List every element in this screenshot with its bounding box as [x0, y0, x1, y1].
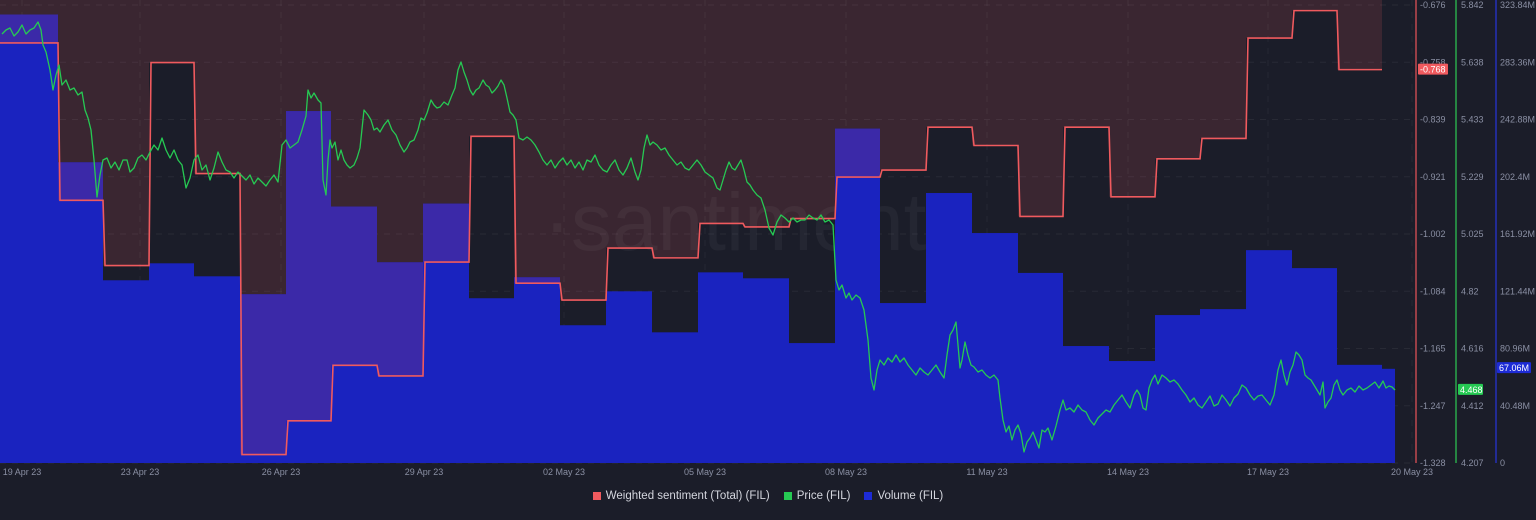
sentiment-step-line	[0, 9, 1382, 456]
price-swatch-icon	[783, 492, 792, 500]
svg-text:11 May 23: 11 May 23	[966, 467, 1007, 477]
svg-text:4.616: 4.616	[1461, 344, 1484, 354]
svg-text:-0.676: -0.676	[1420, 0, 1446, 10]
svg-text:161.92M: 161.92M	[1500, 229, 1535, 239]
svg-text:19 Apr 23: 19 Apr 23	[3, 467, 42, 477]
svg-text:-1.247: -1.247	[1420, 401, 1446, 411]
svg-text:5.842: 5.842	[1461, 0, 1484, 10]
svg-text:17 May 23: 17 May 23	[1247, 467, 1289, 477]
svg-text:4.412: 4.412	[1461, 401, 1484, 411]
svg-text:14 May 23: 14 May 23	[1107, 467, 1149, 477]
x-axis: 19 Apr 23 23 Apr 23 26 Apr 23 29 Apr 23 02 M…	[3, 467, 1433, 477]
chart-legend: Weighted sentiment (Total) (FIL) Price (…	[0, 490, 1536, 502]
svg-text:-1.165: -1.165	[1420, 344, 1446, 354]
svg-text:67.06M: 67.06M	[1499, 363, 1529, 373]
svg-text:-1.328: -1.328	[1420, 458, 1446, 468]
y-axes: -0.676 -0.758 -0.839 -0.921 -1.002 -1.084 -1.1…	[1413, 0, 1536, 470]
svg-text:08 May 23: 08 May 23	[825, 467, 867, 477]
current-value-badges: -0.768 4.468 67.06M	[1418, 63, 1531, 395]
legend-item-sentiment[interactable]: Weighted sentiment (Total) (FIL)	[592, 490, 770, 502]
svg-text:-0.921: -0.921	[1420, 172, 1446, 182]
legend-label-volume: Volume (FIL)	[877, 490, 944, 502]
legend-item-volume[interactable]: Volume (FIL)	[864, 490, 943, 502]
svg-text:4.468: 4.468	[1460, 385, 1483, 395]
volume-swatch-icon	[864, 492, 873, 500]
svg-text:242.88M: 242.88M	[1500, 115, 1535, 125]
svg-text:4.82: 4.82	[1461, 286, 1479, 296]
svg-text:323.84M: 323.84M	[1500, 0, 1535, 10]
svg-text:02 May 23: 02 May 23	[543, 467, 585, 477]
svg-text:0: 0	[1500, 458, 1505, 468]
svg-text:5.433: 5.433	[1461, 115, 1484, 125]
svg-text:40.48M: 40.48M	[1500, 401, 1530, 411]
svg-text:20 May 23: 20 May 23	[1391, 467, 1433, 477]
legend-item-price[interactable]: Price (FIL)	[783, 490, 851, 502]
svg-text:5.638: 5.638	[1461, 57, 1484, 67]
price-line	[1, 21, 1396, 453]
volume-sentiment-overlap	[0, 14, 880, 455]
svg-text:-1.084: -1.084	[1420, 286, 1446, 296]
svg-text:202.4M: 202.4M	[1500, 172, 1530, 182]
svg-text:-0.768: -0.768	[1420, 65, 1446, 75]
svg-text:80.96M: 80.96M	[1500, 344, 1530, 354]
svg-text:-0.839: -0.839	[1420, 115, 1446, 125]
svg-text:23 Apr 23: 23 Apr 23	[121, 467, 160, 477]
legend-label-price: Price (FIL)	[796, 490, 851, 502]
svg-text:121.44M: 121.44M	[1500, 286, 1535, 296]
svg-text:29 Apr 23: 29 Apr 23	[405, 467, 444, 477]
svg-text:26 Apr 23: 26 Apr 23	[262, 467, 301, 477]
chart-plot[interactable]: ·santiment -0.676-0.758-0.839-0.921-1.00…	[0, 0, 1536, 490]
legend-label-sentiment: Weighted sentiment (Total) (FIL)	[605, 490, 770, 502]
svg-text:05 May 23: 05 May 23	[684, 467, 726, 477]
svg-text:-0.758: -0.758	[1420, 57, 1446, 67]
svg-text:-1.002: -1.002	[1420, 229, 1446, 239]
svg-text:5.025: 5.025	[1461, 229, 1484, 239]
svg-text:5.229: 5.229	[1461, 172, 1484, 182]
svg-text:283.36M: 283.36M	[1500, 57, 1535, 67]
sentiment-swatch-icon	[592, 492, 601, 500]
svg-text:4.207: 4.207	[1461, 458, 1484, 468]
